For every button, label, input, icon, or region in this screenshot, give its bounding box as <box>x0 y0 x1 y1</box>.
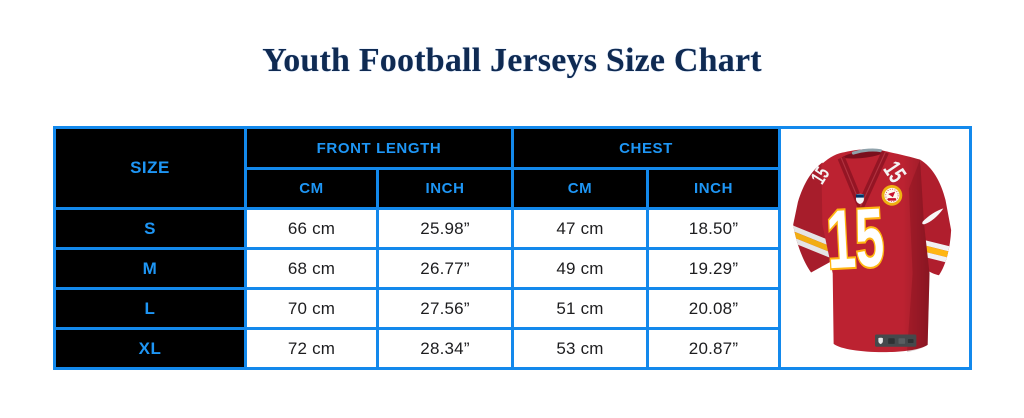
row-xl-front-cm: 72 cm <box>247 330 376 367</box>
inch-label: INCH <box>693 180 734 197</box>
jersey-left-sleeve <box>793 162 830 273</box>
row-xl-size: XL <box>56 330 244 367</box>
nike-swoosh-icon <box>922 208 944 225</box>
row-xl-front-inch: 28.34” <box>379 330 511 367</box>
row-l-front-cm: 70 cm <box>247 290 376 327</box>
row-m-size: M <box>56 250 244 287</box>
row-s-size: S <box>56 210 244 247</box>
size-label: SIZE <box>130 158 170 177</box>
jersey-torso <box>821 149 930 353</box>
row-l-chest-inch: 20.08” <box>649 290 778 327</box>
page-title: Youth Football Jerseys Size Chart <box>262 42 762 79</box>
row-l-size: L <box>56 290 244 327</box>
subheader-front-cm: CM <box>247 170 376 207</box>
chest-label: CHEST <box>619 139 673 157</box>
cm-label: CM <box>299 180 324 197</box>
row-m-front-inch: 26.77” <box>379 250 511 287</box>
header-cell-chest: CHEST <box>514 129 778 167</box>
row-s-front-cm: 66 cm <box>247 210 376 247</box>
jersey-jock-tag <box>875 334 917 347</box>
cm-label: CM <box>567 180 593 197</box>
row-s-chest-inch: 18.50” <box>649 210 778 247</box>
jersey-image: 15 15 15 <box>793 148 952 353</box>
row-l-chest-cm: 51 cm <box>514 290 646 327</box>
row-s-front-inch: 25.98” <box>379 210 511 247</box>
row-s-chest-cm: 47 cm <box>514 210 646 247</box>
row-xl-chest-inch: 20.87” <box>649 330 778 367</box>
jersey-chest-number: 15 <box>823 189 888 288</box>
svg-text:15: 15 <box>824 191 886 286</box>
jersey-collar <box>837 148 889 210</box>
chiefs-patch-icon <box>881 185 903 206</box>
header-cell-size: SIZE <box>56 129 244 207</box>
jersey-image-cell: 15 15 15 <box>781 129 969 367</box>
subheader-front-inch: INCH <box>379 170 511 207</box>
size-chart-table: SIZE FRONT LENGTH CHEST <box>53 126 972 370</box>
row-xl-chest-cm: 53 cm <box>514 330 646 367</box>
subheader-chest-cm: CM <box>514 170 646 207</box>
row-l-front-inch: 27.56” <box>379 290 511 327</box>
header-cell-front-length: FRONT LENGTH <box>247 129 511 167</box>
front-length-label: FRONT LENGTH <box>316 139 442 157</box>
inch-label: INCH <box>425 180 465 197</box>
subheader-chest-inch: INCH <box>649 170 778 207</box>
row-m-front-cm: 68 cm <box>247 250 376 287</box>
nfl-shield-icon <box>856 193 864 205</box>
row-m-chest-cm: 49 cm <box>514 250 646 287</box>
row-m-chest-inch: 19.29” <box>649 250 778 287</box>
